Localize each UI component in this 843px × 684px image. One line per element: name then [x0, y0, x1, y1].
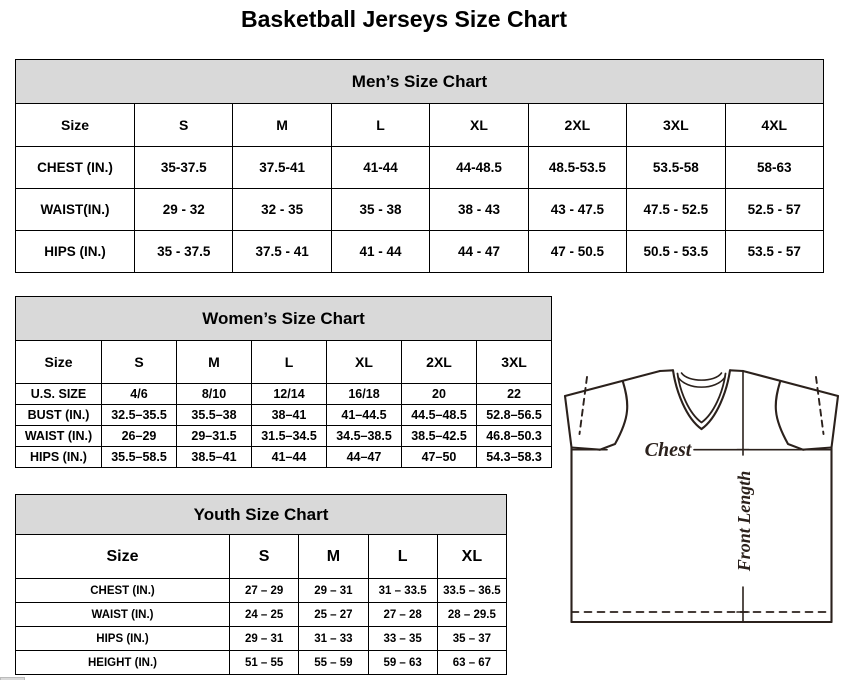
svg-text:Chest: Chest: [645, 439, 693, 461]
svg-text:Front Length: Front Length: [734, 471, 754, 573]
